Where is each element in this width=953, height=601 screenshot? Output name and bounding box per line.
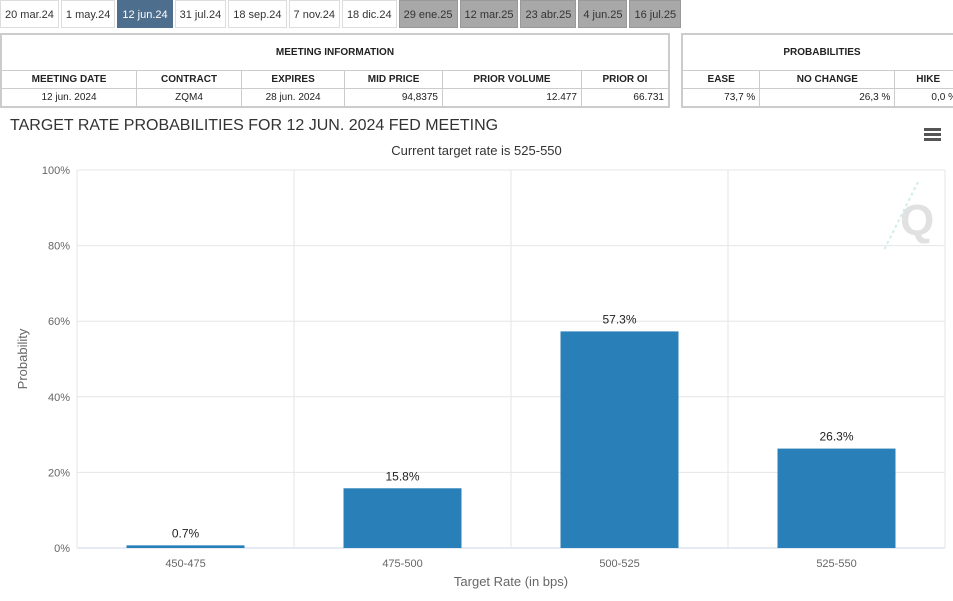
meeting-value: ZQM4 bbox=[136, 88, 242, 107]
tab-31-jul-24[interactable]: 31 jul.24 bbox=[174, 0, 227, 28]
data-label: 26.3% bbox=[819, 430, 853, 444]
tab-20-mar-24[interactable]: 20 mar.24 bbox=[0, 0, 59, 28]
y-tick-label: 20% bbox=[48, 467, 70, 479]
x-tick-label: 475-500 bbox=[382, 558, 422, 570]
y-tick-label: 0% bbox=[54, 543, 70, 555]
meeting-date-tabs: 20 mar.24 1 may.24 12 jun.24 31 jul.24 18 se… bbox=[0, 0, 682, 28]
probabilities-header: HIKE bbox=[894, 70, 953, 89]
hamburger-menu-icon[interactable] bbox=[924, 128, 941, 143]
y-tick-label: 100% bbox=[42, 165, 70, 177]
tab-4-jun-25[interactable]: 4 jun.25 bbox=[578, 0, 628, 28]
meeting-information-table: MEETING INFORMATION MEETING DATE CONTRACT… bbox=[0, 34, 670, 107]
y-axis-label: Probability bbox=[15, 328, 30, 389]
tab-12-jun-24[interactable]: 12 jun.24 bbox=[117, 0, 173, 28]
bar-chart: 0% 20% 40% 60% 80% 100% 0.7% 450-475 15.8% 475-50… bbox=[15, 165, 946, 589]
meeting-header: PRIOR OI bbox=[580, 70, 670, 89]
x-tick-label: 500-525 bbox=[599, 558, 639, 570]
meeting-value: 66.731 bbox=[580, 88, 670, 107]
tab-29-ene-25[interactable]: 29 ene.25 bbox=[398, 0, 458, 28]
meeting-header: EXPIRES bbox=[240, 70, 346, 89]
probabilities-value: 26,3 % bbox=[759, 88, 896, 107]
tab-16-jul-25[interactable]: 16 jul.25 bbox=[629, 0, 682, 28]
probabilities-table: PROBABILITIES EASE NO CHANGE HIKE 73,7 % 26,… bbox=[681, 34, 953, 107]
y-tick-label: 40% bbox=[48, 392, 70, 404]
meeting-header: PRIOR VOLUME bbox=[441, 70, 582, 89]
y-tick-label: 80% bbox=[48, 241, 70, 253]
probabilities-panel: PROBABILITIES EASE NO CHANGE HIKE 73,7 % 26,… bbox=[681, 33, 953, 108]
x-axis-label: Target Rate (in bps) bbox=[454, 574, 568, 589]
x-tick-label: 525-550 bbox=[816, 558, 856, 570]
svg-text:Q: Q bbox=[900, 196, 934, 245]
tab-18-sep-24[interactable]: 18 sep.24 bbox=[228, 0, 287, 28]
x-tick-label: 450-475 bbox=[165, 558, 205, 570]
probabilities-caption: PROBABILITIES bbox=[682, 34, 953, 71]
meeting-value: 28 jun. 2024 bbox=[240, 88, 346, 107]
meeting-information-caption: MEETING INFORMATION bbox=[1, 34, 669, 71]
data-label: 57.3% bbox=[602, 312, 636, 326]
y-tick-label: 60% bbox=[48, 316, 70, 328]
chart-subtitle: Current target rate is 525-550 bbox=[391, 143, 562, 158]
probabilities-header: EASE bbox=[681, 70, 761, 89]
data-label: 15.8% bbox=[385, 469, 419, 483]
meeting-information-panel: MEETING INFORMATION MEETING DATE CONTRACT… bbox=[0, 33, 670, 108]
meeting-value: 12.477 bbox=[441, 88, 582, 107]
bar-475-500[interactable] bbox=[343, 488, 462, 548]
bar-525-550[interactable] bbox=[777, 448, 896, 548]
probabilities-value: 0,0 % bbox=[894, 88, 953, 107]
data-label: 0.7% bbox=[172, 526, 200, 540]
chart-title: TARGET RATE PROBABILITIES FOR 12 JUN. 20… bbox=[10, 117, 499, 134]
tab-12-mar-25[interactable]: 12 mar.25 bbox=[459, 0, 519, 28]
meeting-value: 12 jun. 2024 bbox=[0, 88, 138, 107]
probabilities-header: NO CHANGE bbox=[759, 70, 896, 89]
probabilities-value: 73,7 % bbox=[681, 88, 761, 107]
tab-7-nov-24[interactable]: 7 nov.24 bbox=[288, 0, 340, 28]
meeting-value: 94,8375 bbox=[344, 88, 443, 107]
bar-450-475[interactable] bbox=[126, 545, 245, 548]
bar-500-525[interactable] bbox=[560, 331, 679, 548]
tab-18-dic-24[interactable]: 18 dic.24 bbox=[341, 0, 397, 28]
tab-23-abr-25[interactable]: 23 abr.25 bbox=[520, 0, 577, 28]
tab-1-may-24[interactable]: 1 may.24 bbox=[60, 0, 116, 28]
watermark-logo-icon: Q bbox=[883, 181, 934, 251]
meeting-header: MEETING DATE bbox=[0, 70, 138, 89]
meeting-header: MID PRICE bbox=[344, 70, 443, 89]
meeting-header: CONTRACT bbox=[136, 70, 242, 89]
